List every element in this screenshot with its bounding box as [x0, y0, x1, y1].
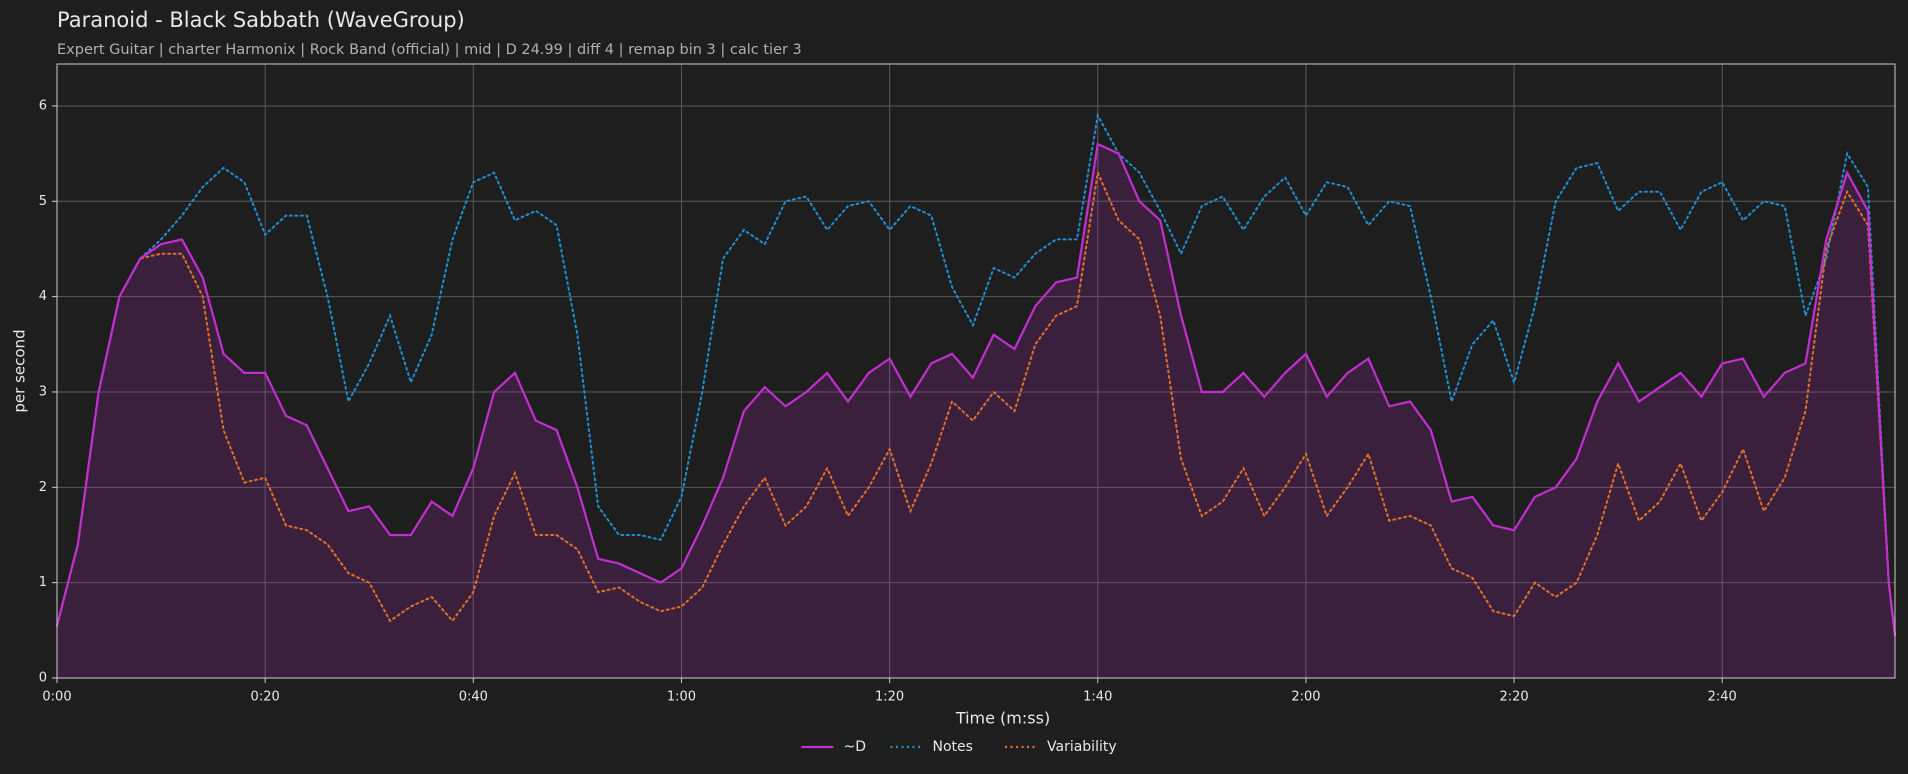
area	[57, 144, 1895, 678]
y-tick-label: 6	[39, 98, 47, 113]
line	[55, 142, 1897, 637]
x-tick-label: 1:00	[667, 690, 696, 705]
x-tick-label: 2:40	[1708, 690, 1737, 705]
x-tick-label: 0:40	[459, 690, 488, 705]
line	[56, 169, 1896, 637]
x-tick-label: 0:20	[251, 690, 280, 705]
y-axis-label: per second	[11, 329, 29, 412]
x-axis-label: Time (m:ss)	[955, 709, 1050, 728]
x-tick-label: 2:00	[1291, 690, 1320, 705]
x-tick-label: 0:00	[42, 690, 71, 705]
y-tick-label: 4	[39, 289, 47, 304]
x-tick-label: 1:20	[875, 690, 904, 705]
legend-label: Variability	[1047, 739, 1117, 755]
x-tick-label: 2:20	[1499, 690, 1528, 705]
x-tick-label: 1:40	[1083, 690, 1112, 705]
y-tick-label: 1	[39, 575, 47, 590]
legend-label: Notes	[933, 739, 973, 755]
y-tick-label: 5	[39, 194, 47, 209]
y-tick-label: 0	[39, 671, 47, 686]
chart-title: Paranoid - Black Sabbath (WaveGroup)	[57, 8, 465, 32]
line	[56, 112, 1896, 637]
plot-frame	[56, 63, 1896, 679]
legend-label: ~D	[844, 739, 867, 755]
chart-subtitle: Expert Guitar | charter Harmonix | Rock …	[57, 42, 802, 58]
y-tick-label: 3	[39, 384, 47, 399]
y-tick-label: 2	[39, 480, 47, 495]
